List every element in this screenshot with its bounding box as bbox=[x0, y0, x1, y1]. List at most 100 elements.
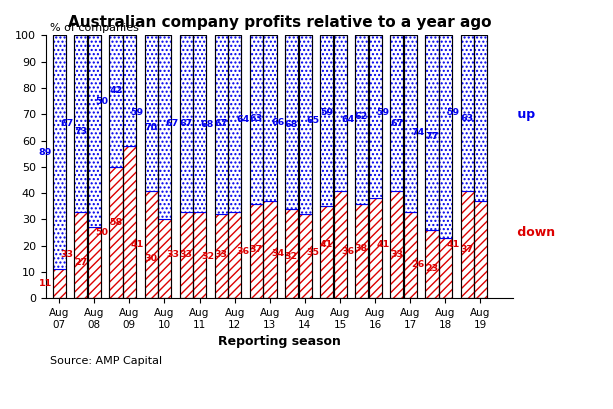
Bar bbox=[215, 35, 228, 214]
Bar bbox=[355, 204, 368, 298]
Bar bbox=[264, 35, 276, 298]
Bar bbox=[369, 35, 382, 198]
Text: 68: 68 bbox=[284, 120, 298, 129]
Text: 50: 50 bbox=[96, 228, 109, 237]
Text: 74: 74 bbox=[411, 128, 425, 137]
Text: 37: 37 bbox=[249, 245, 263, 254]
Bar bbox=[180, 35, 192, 298]
Bar bbox=[404, 35, 417, 211]
Bar bbox=[439, 35, 452, 238]
Bar bbox=[228, 35, 242, 211]
Bar bbox=[299, 214, 311, 298]
Text: 67: 67 bbox=[179, 119, 192, 128]
Text: 41: 41 bbox=[447, 240, 460, 249]
Text: 59: 59 bbox=[447, 108, 460, 117]
Text: 65: 65 bbox=[306, 116, 319, 125]
Bar bbox=[250, 204, 263, 298]
Text: 27: 27 bbox=[74, 258, 87, 267]
Bar bbox=[215, 35, 228, 298]
Bar bbox=[333, 191, 347, 298]
Bar bbox=[390, 35, 403, 298]
Text: 64: 64 bbox=[236, 115, 249, 124]
Bar bbox=[193, 35, 207, 298]
Bar bbox=[53, 35, 66, 270]
Text: 89: 89 bbox=[39, 148, 52, 157]
Text: 36: 36 bbox=[236, 247, 249, 256]
Bar bbox=[158, 35, 171, 220]
Text: 59: 59 bbox=[131, 108, 144, 117]
Bar bbox=[474, 35, 487, 298]
Bar bbox=[109, 35, 123, 298]
Bar bbox=[355, 35, 368, 298]
Bar bbox=[460, 35, 474, 191]
Text: 58: 58 bbox=[109, 218, 123, 227]
Bar bbox=[88, 35, 101, 227]
Bar bbox=[145, 191, 158, 298]
Text: 36: 36 bbox=[341, 247, 354, 256]
Bar bbox=[145, 35, 158, 191]
Text: 33: 33 bbox=[215, 250, 227, 259]
Text: 67: 67 bbox=[60, 119, 74, 128]
Text: 41: 41 bbox=[376, 240, 390, 249]
Bar bbox=[474, 201, 487, 298]
Bar bbox=[88, 227, 101, 298]
Text: 33: 33 bbox=[166, 250, 179, 259]
Bar bbox=[460, 191, 474, 298]
Text: 33: 33 bbox=[61, 250, 74, 259]
Bar bbox=[228, 35, 242, 298]
X-axis label: Reporting season: Reporting season bbox=[218, 335, 341, 348]
Bar bbox=[439, 35, 452, 298]
Text: 30: 30 bbox=[145, 254, 158, 263]
Bar bbox=[390, 35, 403, 191]
Bar bbox=[88, 35, 101, 298]
Bar bbox=[425, 35, 438, 298]
Bar bbox=[109, 167, 123, 298]
Text: 63: 63 bbox=[249, 114, 263, 123]
Bar bbox=[404, 35, 417, 298]
Text: 42: 42 bbox=[109, 86, 123, 95]
Text: 11: 11 bbox=[39, 279, 52, 288]
Bar bbox=[228, 211, 242, 298]
Text: 64: 64 bbox=[341, 115, 354, 124]
Bar bbox=[404, 211, 417, 298]
Bar bbox=[180, 35, 192, 211]
Text: 26: 26 bbox=[411, 260, 425, 269]
Bar bbox=[215, 214, 228, 298]
Text: 34: 34 bbox=[271, 249, 284, 258]
Bar bbox=[158, 220, 171, 298]
Text: 59: 59 bbox=[320, 108, 333, 117]
Bar bbox=[193, 211, 207, 298]
Bar bbox=[264, 35, 276, 201]
Text: 41: 41 bbox=[131, 240, 144, 249]
Bar bbox=[460, 35, 474, 298]
Text: 66: 66 bbox=[271, 118, 284, 127]
Bar bbox=[123, 35, 136, 298]
Bar bbox=[180, 211, 192, 298]
Text: % of companies: % of companies bbox=[50, 23, 139, 33]
Bar bbox=[320, 35, 333, 206]
Text: 37: 37 bbox=[460, 245, 473, 254]
Bar bbox=[425, 230, 438, 298]
Bar bbox=[250, 35, 263, 298]
Bar bbox=[158, 35, 171, 298]
Bar bbox=[320, 35, 333, 298]
Text: Source: AMP Capital: Source: AMP Capital bbox=[50, 356, 162, 366]
Text: 67: 67 bbox=[166, 119, 179, 128]
Bar bbox=[264, 201, 276, 298]
Text: 32: 32 bbox=[201, 252, 214, 261]
Text: 38: 38 bbox=[355, 244, 368, 253]
Text: 59: 59 bbox=[376, 108, 390, 117]
Text: 67: 67 bbox=[390, 119, 403, 128]
Bar bbox=[145, 35, 158, 298]
Bar bbox=[355, 35, 368, 204]
Bar bbox=[250, 35, 263, 204]
Text: 63: 63 bbox=[460, 114, 473, 123]
Text: 41: 41 bbox=[320, 240, 333, 249]
Bar bbox=[320, 206, 333, 298]
Bar bbox=[285, 35, 298, 298]
Bar bbox=[369, 35, 382, 298]
Bar bbox=[333, 35, 347, 298]
Bar bbox=[74, 211, 88, 298]
Text: 62: 62 bbox=[355, 112, 368, 121]
Text: 32: 32 bbox=[285, 252, 298, 261]
